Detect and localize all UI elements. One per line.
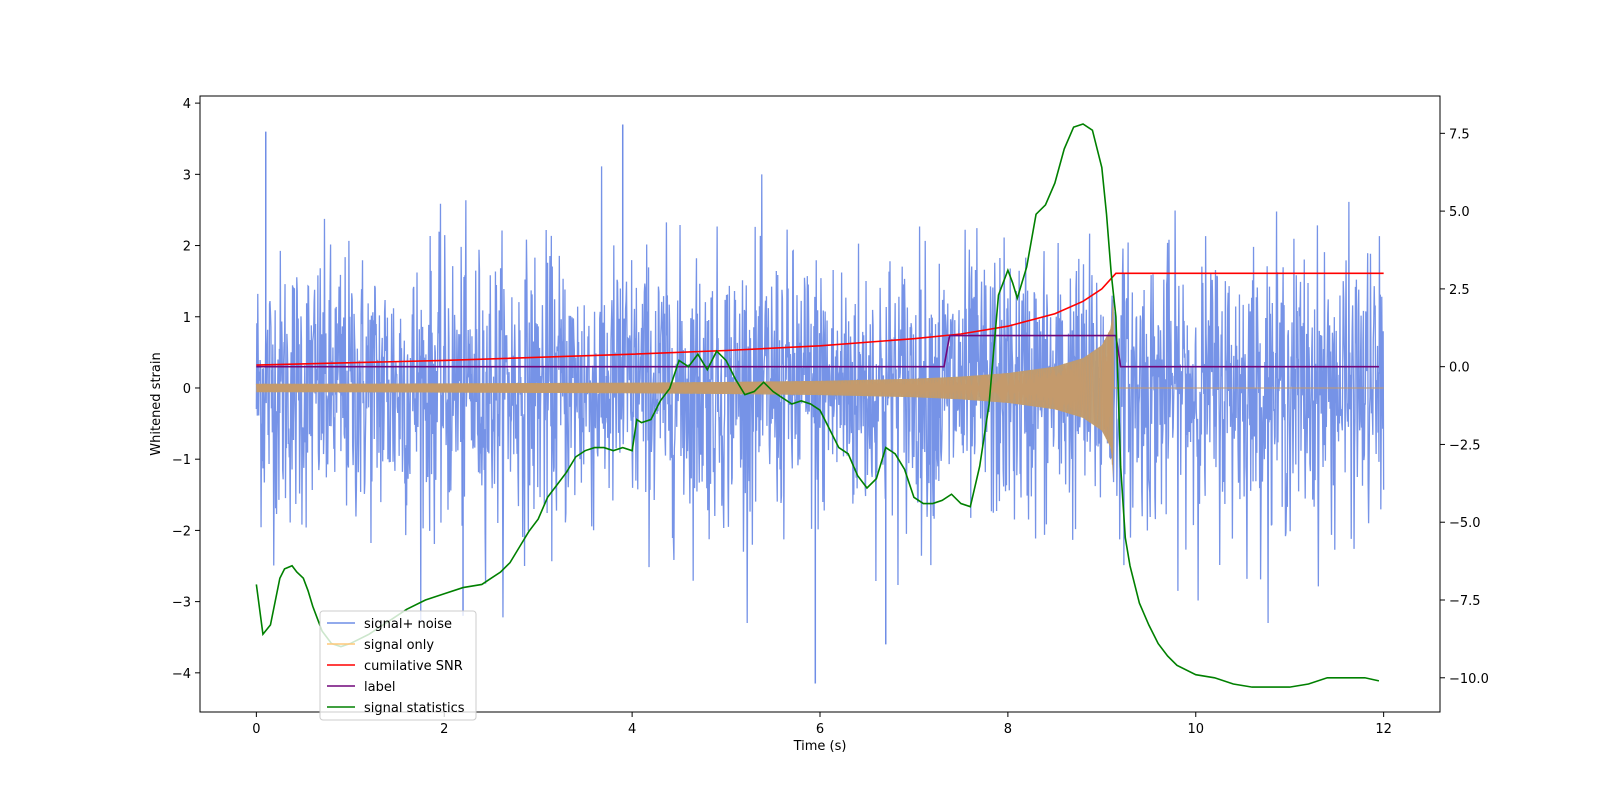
x-tick-label: 12	[1375, 722, 1392, 737]
y-axis-left-label: Whitened strain	[149, 352, 164, 455]
x-tick-label: 10	[1187, 722, 1204, 737]
series-line-signal-statistics	[255, 123, 1380, 688]
y-left-tick-label: −4	[172, 667, 191, 682]
x-tick-label: 8	[1004, 722, 1012, 737]
legend-entry-label: label	[327, 680, 395, 695]
y-axis-left-ticks: 4 3 2 1 0 −1 −2 −3 −4	[172, 97, 200, 682]
y-left-tick-label: −1	[172, 453, 191, 468]
y-right-tick-label: 0.0	[1449, 361, 1470, 376]
y-left-tick-label: 4	[183, 97, 191, 112]
legend-label-signal-statistics: signal statistics	[364, 701, 465, 716]
series-line-label	[256, 334, 1379, 368]
y-right-tick-label: −5.0	[1449, 516, 1481, 531]
y-left-tick-label: 3	[183, 168, 191, 183]
x-tick-label: 2	[440, 722, 448, 737]
legend-entry-signal-only: signal only	[327, 638, 434, 653]
y-left-tick-label: −3	[172, 596, 191, 611]
y-right-tick-label: −2.5	[1449, 438, 1481, 453]
y-left-tick-label: −2	[172, 524, 191, 539]
series-line-signal-only	[255, 306, 1384, 465]
legend-entry-signal-noise: signal+ noise	[327, 617, 452, 632]
plot-area	[255, 123, 1385, 688]
x-tick-label: 0	[252, 722, 260, 737]
y-left-tick-label: 1	[183, 311, 191, 326]
y-right-tick-label: 2.5	[1449, 283, 1470, 298]
legend-entry-cumulative-snr: cumilative SNR	[327, 659, 463, 674]
legend-label-signal-only: signal only	[364, 638, 434, 653]
x-axis-label: Time (s)	[793, 739, 847, 754]
y-axis-right-ticks: 7.5 5.0 2.5 0.0 −2.5 −5.0 −7.5 −10.0	[1440, 127, 1489, 687]
y-left-tick-label: 2	[183, 240, 191, 255]
series-line-cumilative-snr	[256, 272, 1384, 366]
x-axis-ticks: 0 2 4 6 8 10 12	[252, 712, 1392, 737]
legend-entry-signal-statistics: signal statistics	[327, 701, 465, 716]
y-right-tick-label: −7.5	[1449, 594, 1481, 609]
legend-label-signal-noise: signal+ noise	[364, 617, 452, 632]
x-tick-label: 4	[628, 722, 636, 737]
x-tick-label: 6	[816, 722, 824, 737]
legend-box	[319, 610, 477, 721]
legend-label-label: label	[364, 680, 395, 695]
y-right-tick-label: −10.0	[1449, 672, 1489, 687]
legend-label-cumulative-snr: cumilative SNR	[364, 659, 463, 674]
legend: signal+ noise signal only cumilative SNR…	[319, 610, 477, 721]
y-right-tick-label: 5.0	[1449, 205, 1470, 220]
y-right-tick-label: 7.5	[1449, 127, 1470, 142]
y-left-tick-label: 0	[183, 382, 191, 397]
